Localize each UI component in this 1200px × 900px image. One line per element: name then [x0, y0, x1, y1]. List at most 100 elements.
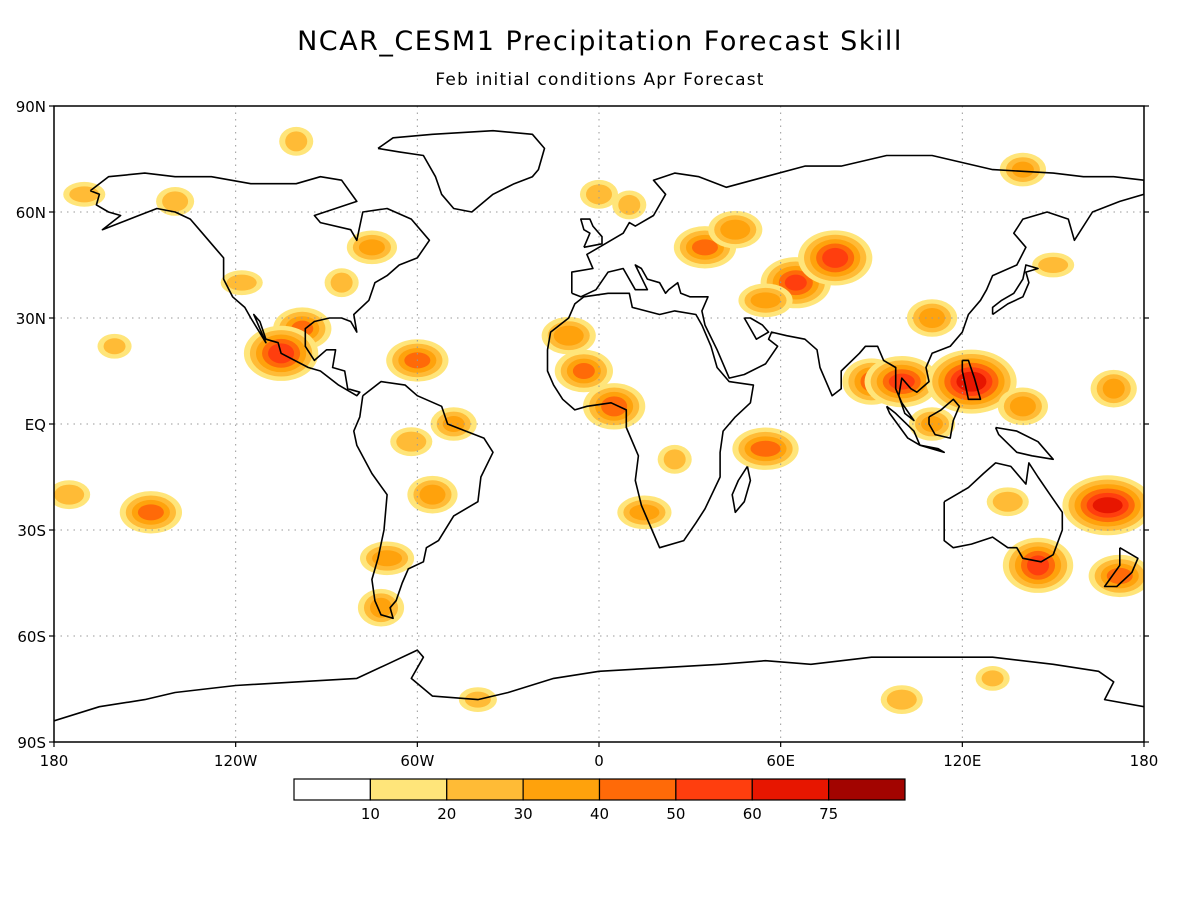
- colorbar-swatch: [293, 778, 371, 801]
- skill-contour: [886, 689, 917, 710]
- skill-blob: [119, 491, 183, 534]
- skill-blob: [54, 480, 91, 510]
- lat-tick-label: EQ: [25, 416, 46, 434]
- skill-contour: [1102, 378, 1125, 399]
- colorbar-swatch: [598, 778, 677, 801]
- skill-blob: [359, 541, 415, 576]
- skill-contour: [586, 184, 612, 205]
- skill-field: [54, 126, 1144, 714]
- colorbar: 10 20 30 40 50 60 75: [293, 778, 906, 823]
- north-america-coast: [89, 172, 431, 397]
- lon-tick-label: 120W: [214, 752, 258, 770]
- skill-blob: [554, 349, 614, 393]
- japan-coast: [991, 264, 1039, 316]
- skill-blob: [390, 427, 433, 457]
- skill-blob: [220, 270, 263, 296]
- skill-contour: [137, 504, 164, 521]
- new-guinea-coast: [994, 426, 1054, 461]
- skill-contour: [601, 396, 628, 417]
- skill-blob: [1032, 252, 1075, 278]
- lat-tick-label: 30S: [17, 522, 46, 540]
- colorbar-swatch: [369, 778, 448, 801]
- skill-contour: [1092, 497, 1123, 514]
- skill-contour: [419, 484, 446, 505]
- skill-contour: [1011, 161, 1034, 178]
- skill-contour: [750, 440, 781, 457]
- skill-contour: [358, 239, 385, 256]
- skill-blob: [407, 475, 458, 514]
- lat-tick-label: 60N: [16, 204, 46, 222]
- philippines-coast: [961, 359, 982, 401]
- lat-tick-label: 90N: [16, 98, 46, 116]
- skill-blob: [657, 444, 692, 474]
- skill-contour: [330, 272, 353, 293]
- skill-contour: [750, 292, 781, 309]
- skill-blob: [975, 666, 1010, 691]
- coastlines: [54, 129, 1144, 722]
- skill-contour: [992, 491, 1023, 512]
- skill-blob: [324, 268, 359, 298]
- skill-contour: [1038, 257, 1069, 273]
- skill-blob: [156, 187, 195, 216]
- skill-blob: [880, 685, 923, 714]
- skill-blob: [430, 407, 477, 441]
- skill-blob: [797, 230, 873, 286]
- skill-contour: [720, 219, 751, 240]
- skill-blob: [97, 333, 132, 359]
- skill-blob: [579, 179, 619, 209]
- skill-contour: [981, 670, 1004, 687]
- africa-coast: [546, 292, 755, 549]
- skill-contour: [1106, 567, 1133, 584]
- skill-contour: [691, 239, 718, 256]
- skill-contour: [822, 247, 849, 268]
- skill-blob: [986, 487, 1029, 517]
- madagascar-coast: [731, 465, 752, 514]
- skill-blob: [612, 190, 647, 220]
- skill-contour: [162, 191, 189, 212]
- skill-blob: [708, 210, 763, 249]
- skill-blob: [999, 152, 1046, 187]
- colorbar-label: 10: [361, 805, 380, 823]
- skill-blob: [1090, 369, 1137, 408]
- skill-blob: [346, 230, 398, 265]
- skill-blob: [1062, 475, 1144, 536]
- uk-coast: [580, 218, 603, 249]
- new-zealand-coast: [1103, 547, 1139, 588]
- skill-contour: [69, 186, 100, 203]
- lat-tick-label: 30N: [16, 310, 46, 328]
- skill-contour: [226, 274, 257, 291]
- colorbar-label: 60: [743, 805, 762, 823]
- colorbar-swatch: [446, 778, 524, 801]
- colorbar-swatch: [751, 778, 830, 801]
- antarctica-coast: [54, 649, 1144, 722]
- skill-contour: [784, 274, 807, 291]
- lon-tick-label: 180: [40, 752, 69, 770]
- lon-tick-label: 0: [594, 752, 604, 770]
- greenland-coast: [377, 129, 546, 213]
- south-america-coast: [353, 380, 494, 620]
- map-title: NCAR_CESM1 Precipitation Forecast Skill: [297, 26, 903, 57]
- skill-blob: [357, 588, 405, 627]
- lat-tick-label: 90S: [17, 734, 46, 752]
- skill-contour: [572, 363, 595, 379]
- skill-contour: [285, 131, 308, 152]
- colorbar-swatch: [522, 778, 601, 801]
- lon-tick-label: 180: [1130, 752, 1159, 770]
- colorbar-swatch: [828, 778, 906, 801]
- skill-blob: [732, 427, 799, 470]
- skill-blob: [582, 383, 646, 430]
- skill-blob: [1002, 537, 1074, 593]
- skill-blob: [738, 283, 793, 318]
- colorbar-label: 75: [819, 805, 838, 823]
- lon-tick-label: 60E: [766, 752, 795, 770]
- skill-contour: [1009, 396, 1036, 417]
- map-subtitle: Feb initial conditions Apr Forecast: [435, 70, 765, 90]
- skill-blob: [997, 387, 1048, 426]
- colorbar-label: 30: [514, 805, 533, 823]
- lon-tick-label: 60W: [400, 752, 434, 770]
- skill-contour: [54, 484, 85, 505]
- australia-coast: [943, 462, 1064, 563]
- skill-contour: [956, 371, 987, 392]
